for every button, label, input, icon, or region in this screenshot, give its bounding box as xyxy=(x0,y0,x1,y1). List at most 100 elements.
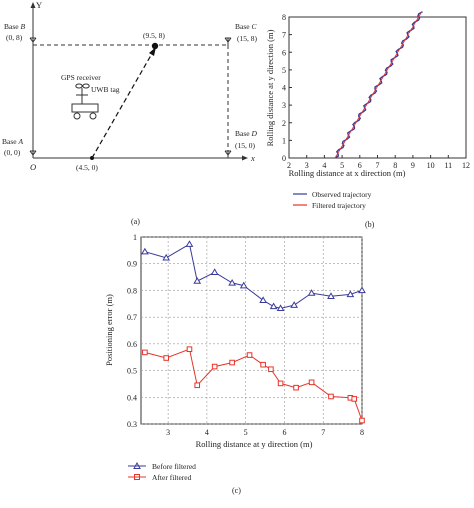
base-a-antenna-icon xyxy=(29,150,37,158)
after-filtered-point xyxy=(328,393,334,400)
panel-b-x-tick-label: 7 xyxy=(376,161,380,170)
after-filtered-point xyxy=(246,352,253,358)
panel-c-y-tick-label: 0.6 xyxy=(127,340,137,349)
base-b-coord: (0, 8) xyxy=(6,33,23,42)
panel-b-plot-frame xyxy=(288,16,467,159)
panel-b-x-tick-label: 5 xyxy=(340,161,344,170)
panel-b-x-tick-label: 6 xyxy=(358,161,362,170)
legend-after-marker xyxy=(134,474,140,480)
after-filtered-point xyxy=(308,379,315,386)
panel-a-trajectory-arrowhead xyxy=(149,47,156,56)
panel-b-x-tick-label: 4 xyxy=(322,161,326,170)
panel-c-legend: Before filtered After filtered xyxy=(128,461,196,482)
after-filtered-point xyxy=(359,417,365,424)
panel-a-y-arrow xyxy=(30,2,36,8)
panel-b-y-tick-label: 4 xyxy=(282,84,286,93)
after-filtered-point xyxy=(186,346,193,352)
base-b-antenna-icon xyxy=(29,37,37,45)
after-filtered-point xyxy=(293,384,299,391)
before-filtered-point xyxy=(276,304,285,312)
panel-b-legend: Observed trajectory Filtered trajectory xyxy=(293,190,372,210)
robot-vehicle-icon xyxy=(71,83,99,120)
after-filtered-point xyxy=(142,349,148,356)
panel-c-y-tick-label: 0.8 xyxy=(127,286,137,295)
panel-c-x-tick-label: 7 xyxy=(321,428,325,437)
panel-b-x-tick-label: 11 xyxy=(444,161,452,170)
panel-a-caption: (a) xyxy=(131,217,140,226)
after-filtered-line xyxy=(144,348,363,421)
before-filtered-point xyxy=(307,289,316,296)
panel-c-x-tick-label: 8 xyxy=(360,428,364,437)
after-filtered-point xyxy=(277,380,284,387)
uwb-tag-label: UWB tag xyxy=(91,85,120,94)
after-filtered-point xyxy=(229,359,235,366)
panel-b-y-tick-label: 0 xyxy=(282,154,286,163)
panel-b-x-tick-label: 2 xyxy=(287,161,291,170)
after-filtered-point xyxy=(194,382,201,389)
panel-a-start-point xyxy=(90,156,94,160)
panel-c-x-tick-label: 5 xyxy=(244,428,248,437)
before-filtered-point xyxy=(162,253,171,261)
legend-before-marker xyxy=(133,461,141,469)
panel-b-y-tick-label: 2 xyxy=(282,119,286,128)
panel-b-x-tick-label: 9 xyxy=(411,161,415,170)
before-filtered-point xyxy=(193,277,202,284)
panel-b-x-tick-label: 8 xyxy=(393,161,397,170)
panel-a-x-axis-label: x xyxy=(250,153,255,163)
legend-before-label: Before filtered xyxy=(152,462,196,471)
base-c-antenna-icon xyxy=(224,37,232,45)
panel-b-y-tick-label: 6 xyxy=(282,48,286,57)
panel-b-caption: (b) xyxy=(365,220,375,229)
before-filtered-point xyxy=(185,240,194,247)
panel-b-x-tick-label: 3 xyxy=(305,161,309,170)
before-filtered-point xyxy=(210,268,219,275)
panel-b-x-tick-label: 12 xyxy=(462,161,470,170)
panel-a: Y x O Base B (0, 8) Base C (15, 8) Base … xyxy=(2,0,257,172)
base-a-coord: (0, 0) xyxy=(4,148,21,157)
before-filtered-point xyxy=(290,301,299,308)
panel-c-x-axis-label: Rolling distance at y direction (m) xyxy=(196,439,313,449)
after-filtered-point xyxy=(163,355,170,361)
panel-c-y-tick-label: 0.7 xyxy=(127,313,137,322)
base-c-label: Base C xyxy=(235,22,257,31)
panel-c-y-tick-label: 1 xyxy=(133,233,137,242)
panel-a-x-arrow xyxy=(242,155,248,161)
panel-a-y-axis-label: Y xyxy=(36,0,42,10)
panel-b-x-axis-label: Rolling distance at x direction (m) xyxy=(289,168,406,178)
panel-a-trajectory xyxy=(91,49,155,159)
panel-b-y-tick-label: 3 xyxy=(282,101,286,110)
panel-c-x-tick-label: 3 xyxy=(166,428,170,437)
base-d-label: Base D xyxy=(235,129,257,138)
base-d-coord: (15, 0) xyxy=(235,141,255,150)
panel-a-end-point xyxy=(151,42,159,50)
panel-c-caption: (c) xyxy=(232,486,241,495)
panel-c-y-axis-label: Positioning error (m) xyxy=(104,294,114,366)
panel-c-x-tick-label: 6 xyxy=(282,428,286,437)
panel-b-y-tick-label: 7 xyxy=(282,31,286,40)
after-filtered-point xyxy=(260,361,266,368)
after-filtered-point xyxy=(351,396,358,402)
panel-a-start-point-label: (4.5, 0) xyxy=(76,163,98,172)
panel-c-y-tick-label: 0.5 xyxy=(127,367,137,376)
before-filtered-point xyxy=(269,302,278,310)
panel-b-y-tick-label: 1 xyxy=(282,136,286,145)
panel-b-y-axis-label: Rolling distance at y direction (m) xyxy=(265,29,275,146)
panel-b-y-tick-label: 8 xyxy=(282,13,286,22)
panel-c-y-tick-label: 0.4 xyxy=(127,393,137,402)
panel-c-y-tick-label: 0.9 xyxy=(127,260,137,269)
panel-a-end-point-label: (9.5, 8) xyxy=(143,31,165,40)
panel-b-filtered-line xyxy=(334,11,423,159)
before-filtered-point xyxy=(239,281,248,289)
before-filtered-point xyxy=(141,247,149,255)
panel-c-x-tick-label: 4 xyxy=(205,428,209,437)
legend-after-label: After filtered xyxy=(152,473,192,482)
after-filtered-point xyxy=(211,363,218,370)
panel-c-y-tick-label: 0.3 xyxy=(127,420,137,429)
base-d-antenna-icon xyxy=(224,150,232,158)
gps-receiver-label: GPS receiver xyxy=(61,73,101,82)
before-filtered-point xyxy=(228,278,236,286)
panel-c-chart: 3 4 5 6 7 8 0.3 0.4 0.5 0.6 0.7 0.8 0.9 1 xyxy=(127,233,366,437)
before-filtered-point xyxy=(327,292,335,300)
